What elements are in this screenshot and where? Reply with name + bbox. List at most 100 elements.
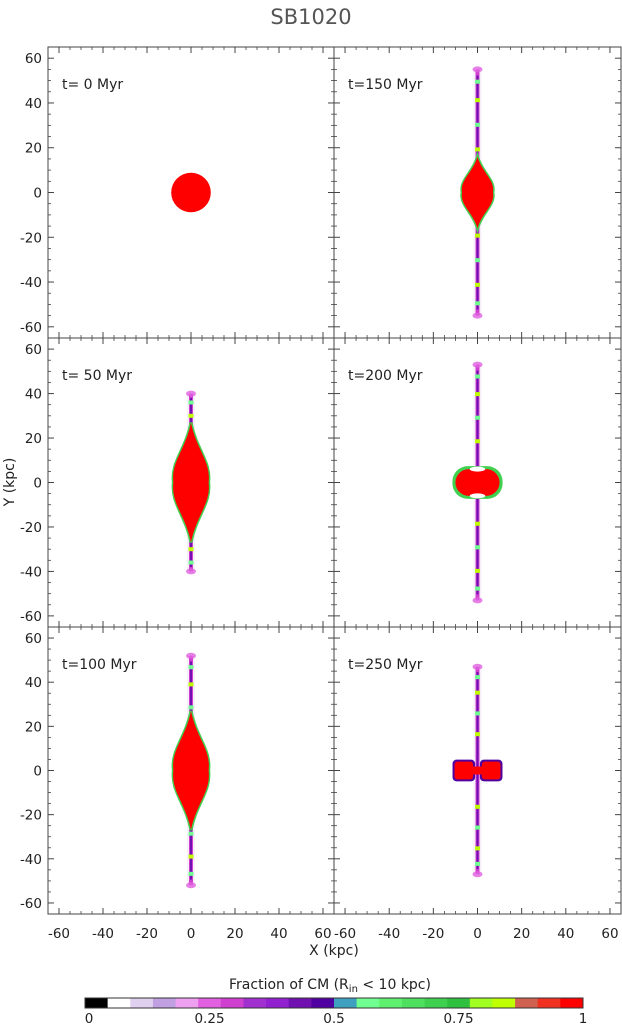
jet-knot (475, 568, 480, 573)
core-spindle (173, 422, 209, 543)
y-tick-label: -20 (20, 520, 42, 536)
panel-time-label: t= 0 Myr (62, 77, 123, 93)
panel-5: t=250 Myr (333, 626, 622, 915)
x-axis-label: X (kpc) (309, 943, 359, 959)
y-tick-label: 0 (33, 476, 42, 492)
x-tick-label: -40 (378, 926, 400, 942)
colorbar-swatch (311, 998, 335, 1008)
colorbar-swatch (243, 998, 267, 1008)
colorbar-swatch (469, 998, 493, 1008)
jet-knot (475, 233, 480, 238)
jet-tip (472, 597, 483, 604)
jet-knot (188, 682, 194, 687)
y-tick-label: 20 (25, 719, 42, 735)
panel-1: t=150 Myr (333, 46, 622, 339)
jet-tip (472, 66, 483, 73)
jet-knot (188, 413, 194, 418)
jet-knot (188, 854, 194, 859)
y-tick-label: 60 (25, 51, 42, 67)
y-tick-label: -60 (20, 609, 42, 625)
y-tick-label: -40 (20, 852, 42, 868)
jet-knot (475, 545, 480, 550)
x-tick-label: 60 (314, 926, 331, 942)
jet-knot (475, 122, 480, 127)
jet-tip (472, 312, 483, 319)
y-tick-label: 0 (33, 186, 42, 202)
y-axis-label: Y (kpc) (2, 458, 18, 508)
gas-core (171, 710, 211, 831)
jet-knot (188, 831, 194, 836)
colorbar-swatch (130, 998, 154, 1008)
colorbar-swatch (175, 998, 199, 1008)
jet-knot (475, 439, 480, 444)
panel-time-label: t= 50 Myr (62, 368, 132, 384)
y-tick-label: 0 (33, 764, 42, 780)
jet-tip (472, 871, 483, 878)
gas-core (460, 151, 495, 234)
y-tick-label: 40 (25, 675, 42, 691)
x-tick-label: 0 (473, 926, 482, 942)
jet-tip (186, 568, 196, 575)
panel-time-label: t=150 Myr (348, 77, 423, 93)
gas-core (171, 172, 211, 213)
panel-0: t= 0 Myr (47, 46, 335, 339)
jet-knot (475, 825, 480, 830)
jet-knot (475, 732, 480, 737)
colorbar-swatch (537, 998, 561, 1008)
jet-knot (475, 98, 480, 103)
y-tick-label: -60 (20, 896, 42, 912)
core-blob (454, 761, 474, 780)
core-bridge (470, 766, 485, 775)
colorbar-tick-label: 0 (85, 1011, 94, 1026)
gas-core (171, 422, 211, 543)
jet-knot (475, 258, 480, 263)
colorbar-swatch (447, 998, 471, 1008)
jet-knot (188, 560, 194, 565)
x-tick-label: 40 (557, 926, 574, 942)
jet-knot (188, 400, 194, 405)
jet-knot (475, 675, 480, 680)
jet-knot (475, 521, 480, 526)
jet-tip (472, 663, 483, 670)
y-tick-label: -20 (20, 808, 42, 824)
jet-knot (475, 282, 480, 287)
jet-knot (188, 871, 194, 876)
colorbar-swatch (401, 998, 426, 1008)
jet-knot (475, 147, 480, 152)
colorbar-frame (84, 997, 584, 1009)
chart-title: SB1020 (270, 5, 351, 29)
y-tick-label: -40 (20, 275, 42, 291)
core-spindle (461, 156, 494, 229)
jet-knot (475, 374, 480, 379)
colorbar-swatch (379, 998, 403, 1008)
y-tick-label: 40 (25, 96, 42, 112)
x-tick-label: 20 (226, 926, 243, 942)
jet-knot (188, 547, 194, 552)
jet-knot (475, 392, 480, 397)
y-tick-label: 20 (25, 431, 42, 447)
colorbar-swatch (560, 998, 584, 1008)
jet-knot (475, 79, 480, 84)
panel-3: t=200 Myr (333, 337, 622, 628)
colorbar-tick-label: 0.25 (194, 1011, 224, 1026)
colorbar-swatch (107, 998, 131, 1008)
core-peanut (455, 469, 500, 496)
jet-knot (188, 665, 194, 670)
panel-time-label: t=200 Myr (348, 368, 423, 384)
panel-2: t= 50 Myr (47, 337, 335, 628)
jet-knot (475, 690, 480, 695)
x-tick-label: -20 (136, 926, 158, 942)
colorbar-tick-label: 1 (579, 1011, 588, 1026)
y-tick-label: -60 (20, 320, 42, 336)
colorbar-tick-label: 0.5 (323, 1011, 344, 1026)
jet-tip (186, 882, 196, 889)
colorbar-swatch (515, 998, 539, 1008)
x-tick-label: 40 (270, 926, 287, 942)
y-tick-label: 20 (25, 141, 42, 157)
colorbar-label: Fraction of CM (Rin < 10 kpc) (229, 977, 431, 995)
jet-knot (188, 705, 194, 710)
panel-time-label: t=100 Myr (62, 657, 137, 673)
gas-core (452, 759, 503, 782)
jet-knot (475, 861, 480, 866)
jet-knot (475, 846, 480, 851)
